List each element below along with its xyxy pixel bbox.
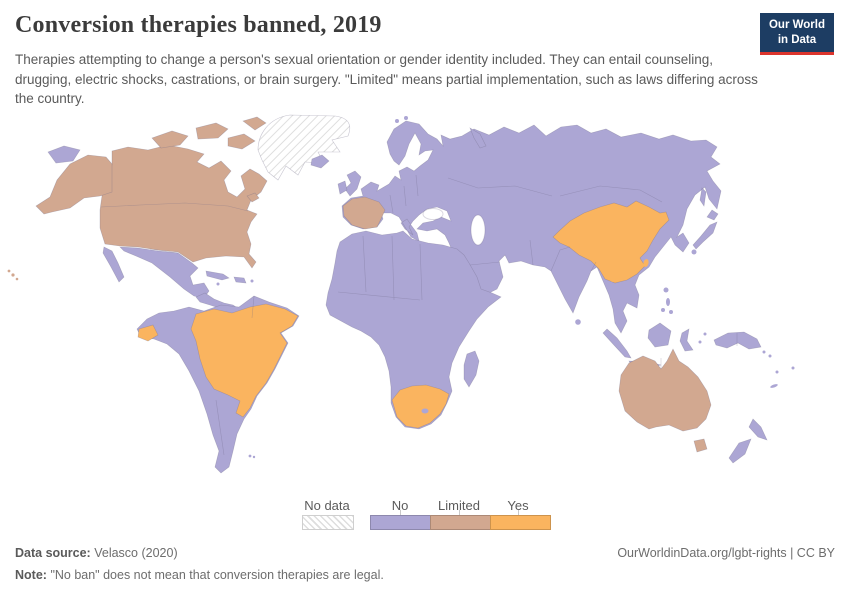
legend-label-limited[interactable]: Limited	[438, 498, 480, 513]
legend-label-no-data[interactable]: No data	[304, 498, 350, 513]
country-mexico[interactable]	[120, 247, 209, 298]
legend-swatch-yes[interactable]	[490, 515, 551, 530]
region-hainan[interactable]	[610, 276, 616, 282]
country-borders	[101, 175, 737, 455]
owid-logo-line2: in Data	[777, 33, 817, 46]
owid-logo[interactable]: Our World in Data	[759, 13, 834, 55]
legend-label-no[interactable]: No	[391, 498, 409, 513]
region-hawaii[interactable]	[7, 269, 19, 281]
attribution-link[interactable]: OurWorldinData.org/lgbt-rights | CC BY	[617, 546, 835, 560]
legend-swatch-limited[interactable]	[430, 515, 491, 530]
country-australia[interactable]	[619, 349, 711, 431]
region-chukotka[interactable]	[48, 146, 80, 163]
country-new-zealand[interactable]	[729, 419, 767, 463]
country-ecuador[interactable]	[138, 325, 158, 341]
country-taiwan[interactable]	[643, 258, 650, 267]
black-sea	[422, 208, 444, 220]
region-caribbean[interactable]	[206, 271, 254, 286]
page-title: Conversion therapies banned, 2019	[15, 12, 382, 38]
region-tasmania[interactable]	[694, 439, 707, 452]
note-value: "No ban" does not mean that conversion t…	[50, 568, 384, 582]
note-label: Note:	[15, 568, 47, 582]
region-british-isles[interactable]	[338, 171, 361, 196]
country-spain[interactable]	[343, 197, 385, 229]
country-sri-lanka[interactable]	[575, 319, 581, 325]
data-source-label: Data source:	[15, 546, 91, 560]
canadian-arctic-islands[interactable]	[152, 117, 266, 202]
chart-subtitle: Therapies attempting to change a person'…	[15, 52, 758, 107]
country-china[interactable]	[553, 201, 669, 283]
region-arctic-islands-eurasia[interactable]	[395, 116, 486, 148]
legend-tick	[518, 510, 519, 515]
region-alaska[interactable]	[36, 155, 112, 214]
caspian-sea	[470, 214, 486, 246]
region-new-guinea[interactable]	[714, 332, 761, 349]
region-indonesia[interactable]	[603, 323, 707, 373]
country-lesotho[interactable]	[421, 408, 429, 414]
country-south-africa[interactable]	[392, 385, 449, 428]
data-source-value: Velasco (2020)	[94, 546, 178, 560]
country-madagascar[interactable]	[464, 351, 479, 387]
legend-swatch-no[interactable]	[370, 515, 431, 530]
legend-color-bar	[370, 515, 551, 530]
data-source: Data source: Velasco (2020)	[15, 546, 178, 560]
legend-tick	[400, 510, 401, 515]
country-greenland[interactable]	[258, 115, 350, 180]
legend-swatch-no-data[interactable]	[302, 515, 354, 530]
country-japan[interactable]	[691, 188, 719, 255]
region-pacific-islands[interactable]	[762, 350, 795, 389]
region-baja-california[interactable]	[103, 247, 124, 282]
owid-logo-line1: Our World	[768, 19, 825, 31]
country-brazil[interactable]	[191, 304, 298, 417]
legend-label-yes[interactable]: Yes	[507, 498, 529, 513]
region-philippines[interactable]	[661, 287, 673, 315]
legend-tick	[459, 510, 460, 515]
country-iceland[interactable]	[311, 155, 329, 168]
map-legend: No data No Limited Yes	[0, 497, 850, 531]
region-falkland-islands[interactable]	[248, 454, 256, 459]
country-canada-usa[interactable]	[98, 145, 267, 268]
region-africa-other[interactable]	[326, 231, 501, 429]
